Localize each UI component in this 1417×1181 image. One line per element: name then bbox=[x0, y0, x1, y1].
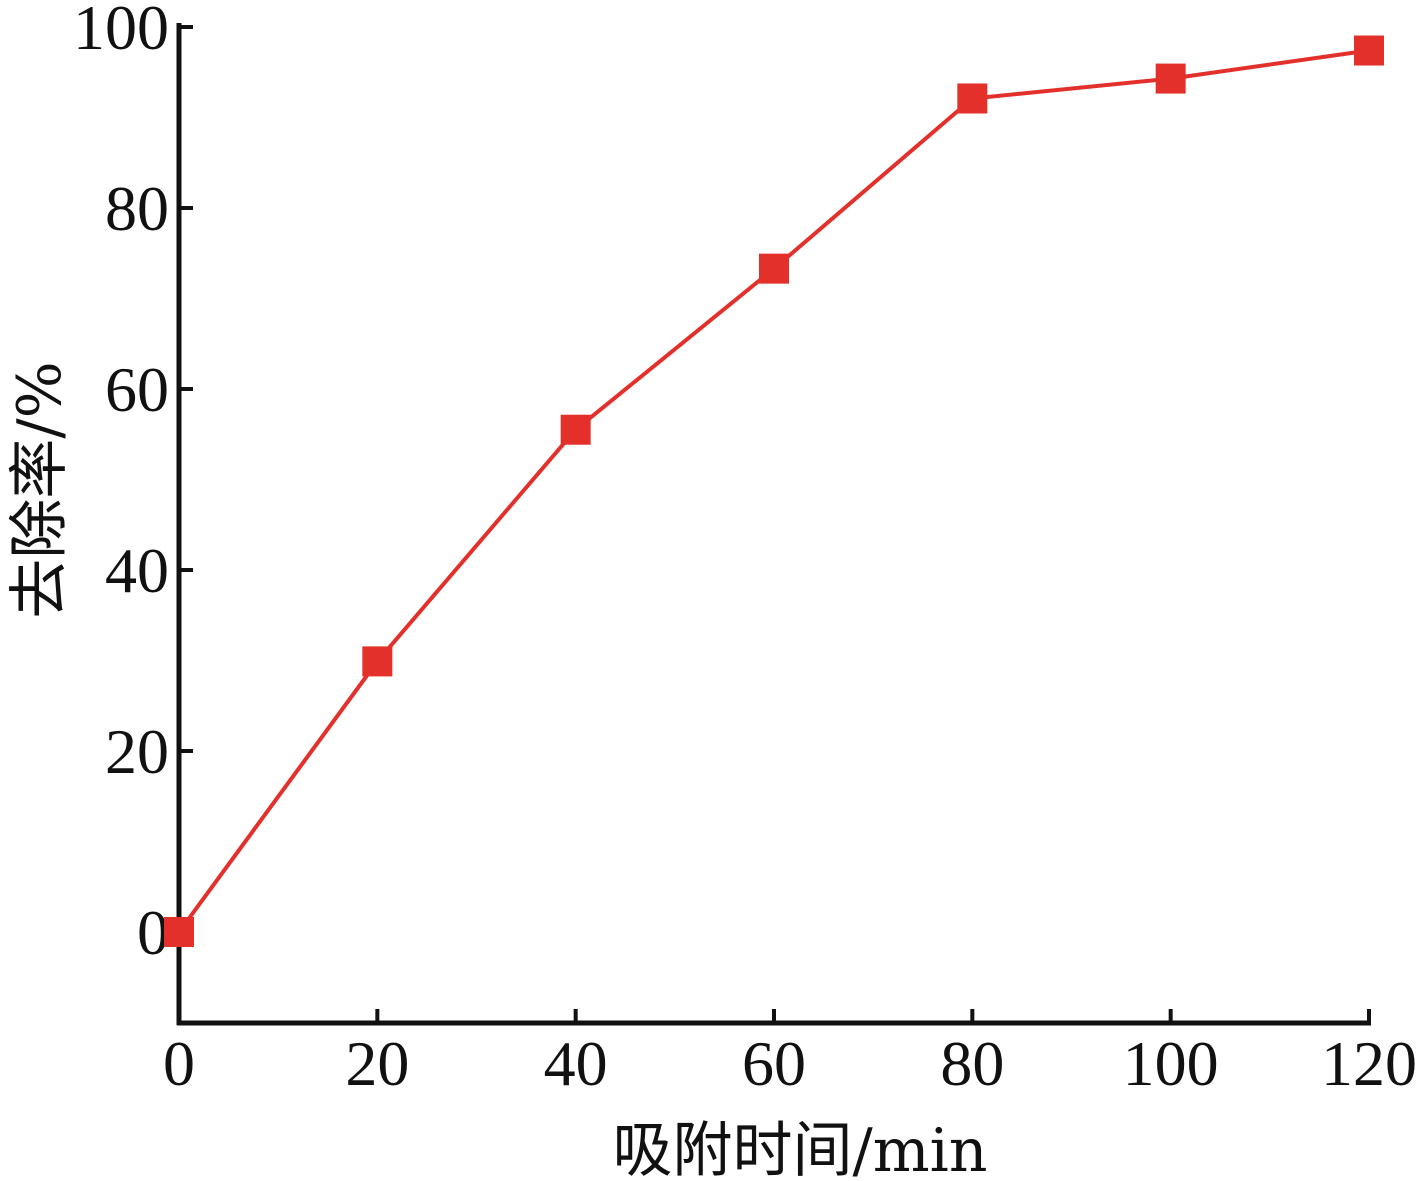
x-tick-label: 100 bbox=[1123, 1028, 1219, 1099]
y-axis-title: 去除率/% bbox=[5, 361, 75, 618]
data-point-marker bbox=[957, 83, 988, 114]
series-line bbox=[177, 48, 1370, 934]
data-point-marker bbox=[164, 917, 194, 947]
x-tick-label: 80 bbox=[940, 1028, 1004, 1099]
data-point-marker bbox=[759, 253, 789, 284]
x-tick-label: 120 bbox=[1321, 1028, 1417, 1099]
x-tick-label: 40 bbox=[544, 1028, 608, 1099]
y-tick-label: 40 bbox=[105, 535, 169, 606]
y-tick-label: 60 bbox=[105, 354, 169, 425]
axes bbox=[176, 23, 1371, 1026]
y-tick-label: 80 bbox=[105, 173, 169, 244]
data-point-marker bbox=[560, 414, 591, 445]
y-tick-label: 20 bbox=[105, 716, 169, 787]
x-axis-ticks: 0 20 40 60 80 100 120 bbox=[163, 1009, 1417, 1099]
y-axis-ticks: 0 20 40 60 80 100 bbox=[73, 0, 193, 968]
x-tick-label: 60 bbox=[742, 1028, 806, 1099]
x-axis-title: 吸附时间/min bbox=[613, 1116, 988, 1181]
data-point-marker bbox=[1155, 63, 1186, 94]
y-tick-label: 0 bbox=[137, 897, 169, 968]
y-tick-label: 100 bbox=[73, 0, 169, 63]
x-tick-label: 0 bbox=[163, 1028, 195, 1099]
x-tick-label: 20 bbox=[345, 1028, 409, 1099]
data-series bbox=[164, 35, 1384, 947]
data-point-marker bbox=[1354, 35, 1384, 66]
data-point-marker bbox=[362, 646, 393, 677]
